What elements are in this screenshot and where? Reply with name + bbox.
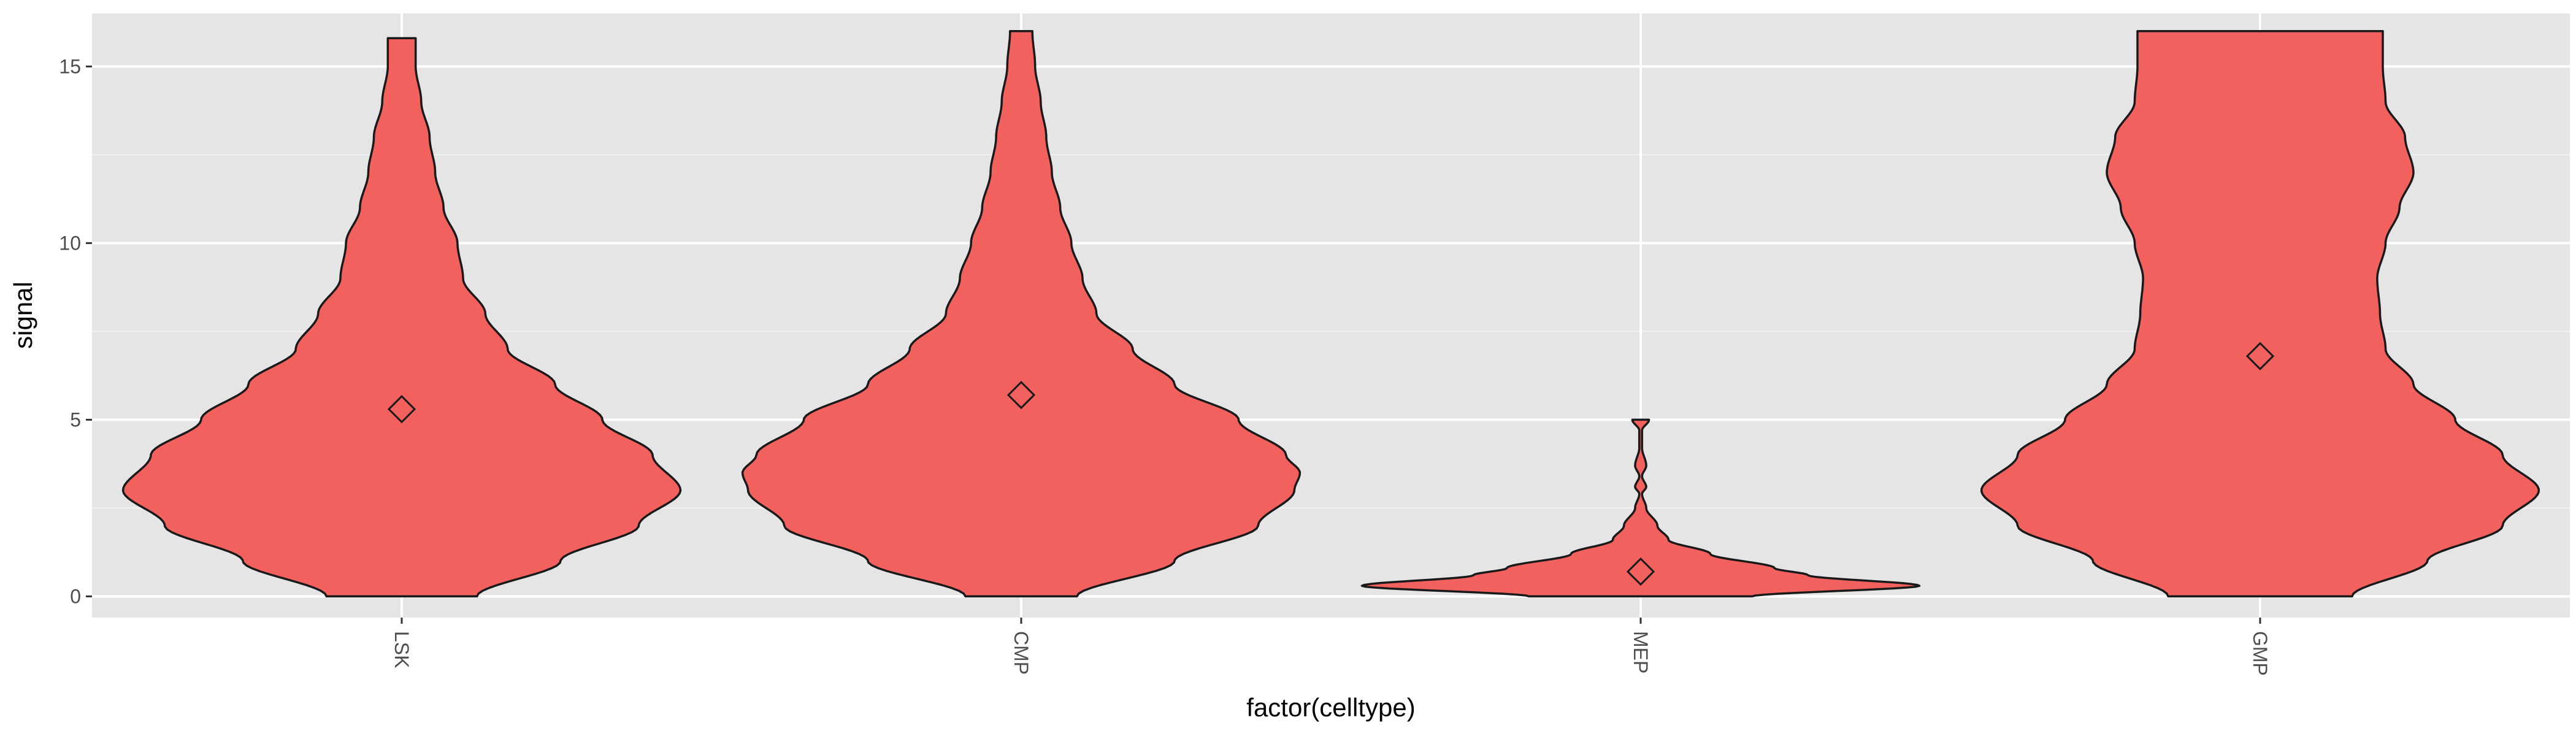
violin-layer [121,30,2540,598]
y-tick-label: 5 [70,408,81,431]
mean-marker-cmp [1006,380,1036,410]
mean-marker-lsk [387,395,416,424]
violin-cmp [741,30,1301,598]
mean-marker-mep [1626,557,1655,586]
x-tick-label-mep: MEP [1630,631,1652,673]
x-axis-title: factor(celltype) [1246,693,1415,722]
violin-lsk [121,37,682,598]
y-axis: 0 5 10 15 [59,55,92,607]
violin-mep [1360,418,1921,598]
y-axis-title: signal [9,281,37,349]
x-tick-label-cmp: CMP [1010,631,1032,675]
x-tick-label-gmp: GMP [2249,631,2271,676]
y-tick-label: 10 [59,232,81,254]
x-tick-label-lsk: LSK [391,631,413,668]
y-tick-label: 15 [59,55,81,77]
violin-gmp [1980,30,2540,598]
y-tick-label: 0 [70,585,81,607]
mean-marker-layer [387,342,2275,586]
x-axis: LSK CMP MEP GMP [391,618,2271,676]
mean-marker-gmp [2245,342,2275,370]
